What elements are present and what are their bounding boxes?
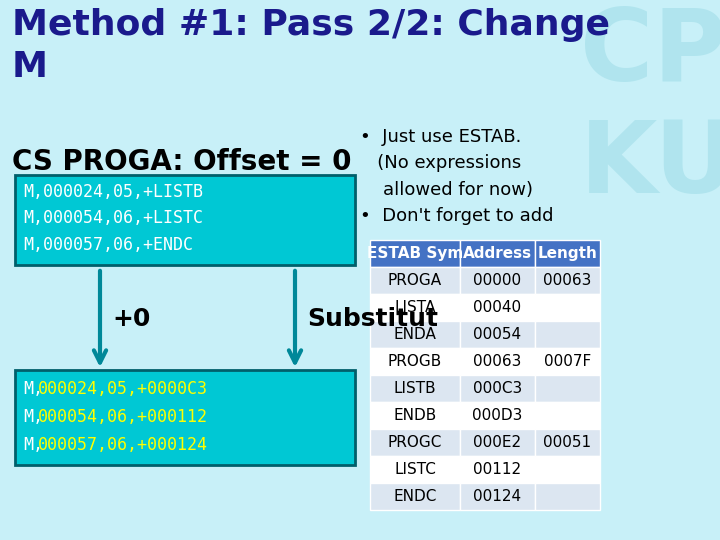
Text: PROGB: PROGB [388, 354, 442, 369]
Bar [460, 483, 535, 510]
Bar [370, 321, 460, 348]
Bar [370, 240, 460, 267]
Text: ENDA: ENDA [394, 327, 436, 342]
Text: 000057,06,+000124: 000057,06,+000124 [37, 436, 207, 454]
Text: CPE 23
KU: CPE 23 KU [580, 5, 720, 214]
Text: M,: M, [23, 408, 43, 426]
Text: 000D3: 000D3 [472, 408, 523, 423]
Bar [535, 429, 600, 456]
Bar [535, 375, 600, 402]
Text: M: M [12, 50, 48, 84]
Text: PROGC: PROGC [388, 435, 442, 450]
Bar [370, 429, 460, 456]
Bar [535, 240, 600, 267]
Text: 0007F: 0007F [544, 354, 591, 369]
Bar [370, 456, 460, 483]
Text: 00063: 00063 [473, 354, 522, 369]
Bar [460, 429, 535, 456]
Bar [460, 348, 535, 375]
Text: Method #1: Pass 2/2: Change: Method #1: Pass 2/2: Change [12, 8, 610, 42]
Bar [15, 175, 355, 265]
Bar [535, 456, 600, 483]
Bar [535, 321, 600, 348]
Text: 00051: 00051 [544, 435, 592, 450]
Text: M,: M, [23, 436, 43, 454]
Bar [535, 294, 600, 321]
Text: 00000: 00000 [474, 273, 521, 288]
Text: 000C3: 000C3 [473, 381, 522, 396]
Text: Length: Length [538, 246, 598, 261]
Text: ENDB: ENDB [393, 408, 436, 423]
Bar [370, 348, 460, 375]
Text: 00124: 00124 [474, 489, 521, 504]
Bar [460, 294, 535, 321]
Bar [15, 370, 355, 465]
Text: LISTC: LISTC [394, 462, 436, 477]
Text: +0: +0 [112, 307, 150, 331]
Text: •  Just use ESTAB.
   (No expressions
    allowed for now)
•  Don't forget to ad: • Just use ESTAB. (No expressions allowe… [360, 128, 554, 225]
Text: 000E2: 000E2 [474, 435, 521, 450]
Bar [460, 402, 535, 429]
Text: 000024,05,+0000C3: 000024,05,+0000C3 [37, 380, 207, 398]
Text: PROGA: PROGA [388, 273, 442, 288]
Bar [535, 267, 600, 294]
Bar [460, 267, 535, 294]
Bar [460, 321, 535, 348]
Text: 00054: 00054 [474, 327, 521, 342]
Text: ESTAB Sym: ESTAB Sym [367, 246, 463, 261]
Bar [460, 240, 535, 267]
Bar [370, 294, 460, 321]
Bar [370, 483, 460, 510]
Bar [370, 402, 460, 429]
Bar [460, 375, 535, 402]
Bar [370, 375, 460, 402]
Text: LISTA: LISTA [395, 300, 436, 315]
Text: ENDC: ENDC [393, 489, 437, 504]
Bar [460, 456, 535, 483]
Text: 00112: 00112 [474, 462, 521, 477]
Text: M,: M, [23, 380, 43, 398]
Text: 00063: 00063 [544, 273, 592, 288]
Text: Address: Address [463, 246, 532, 261]
Bar [535, 483, 600, 510]
Bar [535, 348, 600, 375]
Text: 00040: 00040 [474, 300, 521, 315]
Text: CS PROGA: Offset = 0: CS PROGA: Offset = 0 [12, 148, 351, 176]
Text: 000054,06,+000112: 000054,06,+000112 [37, 408, 207, 426]
Text: LISTB: LISTB [394, 381, 436, 396]
Text: Substitut: Substitut [307, 307, 438, 331]
Bar [535, 402, 600, 429]
Text: M,000024,05,+LISTB
M,000054,06,+LISTC
M,000057,06,+ENDC: M,000024,05,+LISTB M,000054,06,+LISTC M,… [23, 183, 203, 254]
Bar [370, 267, 460, 294]
